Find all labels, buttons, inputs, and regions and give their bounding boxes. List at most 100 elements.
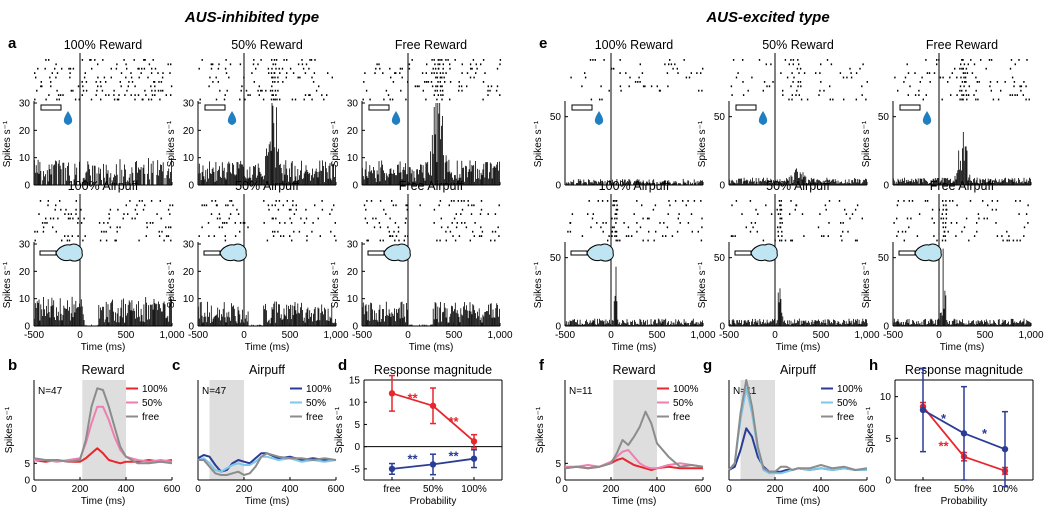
raster-dot (144, 204, 146, 207)
histogram-bar (451, 172, 452, 185)
histogram-bar (697, 324, 699, 326)
raster-dot (735, 76, 738, 79)
raster-dot (642, 217, 644, 220)
raster-dot (494, 239, 496, 242)
raster-dot (288, 208, 291, 211)
raster-dot (138, 239, 140, 242)
histogram-bar (455, 178, 457, 185)
raster-dot (418, 85, 420, 88)
histogram-bar (254, 166, 255, 185)
histogram-bar (51, 297, 53, 326)
histogram-bar (675, 181, 677, 185)
raster-dot (914, 72, 916, 74)
raster-dot (611, 226, 614, 229)
histogram-bar (764, 180, 766, 185)
histogram-bar (959, 320, 960, 326)
histogram-bar (997, 182, 998, 185)
histogram-bar (431, 324, 433, 326)
raster-dot (81, 59, 84, 61)
histogram-bar (161, 171, 163, 185)
histogram-bar (253, 166, 254, 185)
chart-title: Response magnitude (905, 363, 1023, 377)
raster-dot (659, 89, 661, 92)
raster-dot (652, 208, 655, 211)
raster-dot (77, 235, 79, 237)
raster-dot (279, 98, 281, 101)
histogram-bar (863, 321, 865, 326)
histogram-bar (623, 320, 624, 326)
histogram-bar (220, 320, 221, 326)
histogram-bar (498, 170, 499, 185)
histogram-bar (1011, 318, 1013, 326)
histogram-bar (36, 172, 38, 185)
histogram-bar (990, 324, 992, 326)
histogram-bar (170, 296, 171, 326)
histogram-bar (322, 311, 323, 326)
raster-dot (442, 94, 444, 96)
x-tick-label: 600 (164, 484, 181, 495)
raster-dot (151, 94, 154, 96)
histogram-bar (1019, 321, 1020, 326)
raster-dot (800, 98, 803, 101)
histogram-bar (99, 173, 101, 185)
raster-dot (461, 72, 463, 74)
histogram-bar (1018, 178, 1019, 185)
series-line-free (564, 410, 704, 470)
raster-dot (98, 222, 101, 224)
raster-dot (797, 59, 799, 61)
panel-letter: d (338, 357, 347, 374)
histogram-bar (161, 311, 162, 326)
x-tick-label: -500 (24, 330, 44, 341)
histogram-bar (755, 321, 757, 326)
raster-dot (916, 235, 919, 237)
raster-dot (158, 230, 160, 233)
raster-dot (115, 67, 118, 70)
y-tick-label: 0 (883, 322, 889, 333)
histogram-bar (328, 165, 330, 185)
histogram-bar (591, 321, 593, 326)
histogram-bar (953, 318, 955, 326)
histogram-bar (977, 320, 979, 326)
histogram-bar (129, 302, 131, 326)
raster-dot (779, 204, 781, 207)
histogram-bar (685, 321, 687, 326)
histogram-bar (293, 181, 295, 185)
raster-dot (461, 208, 464, 211)
raster-dot (973, 94, 975, 96)
raster-dot (777, 230, 779, 233)
histogram-bar (290, 162, 292, 185)
raster-dot (142, 98, 144, 101)
raster-dot (842, 222, 844, 224)
histogram-bar (210, 174, 212, 185)
raster-dot (414, 85, 417, 88)
histogram-bar (894, 183, 896, 185)
raster-dot (962, 72, 965, 74)
histogram-bar (967, 324, 969, 326)
histogram-bar (753, 322, 755, 326)
raster-dot (942, 208, 944, 211)
histogram-bar (823, 183, 825, 185)
histogram-bar (766, 319, 768, 326)
histogram-bar (399, 318, 401, 326)
raster-dot (271, 59, 273, 61)
histogram-bar (935, 178, 937, 185)
raster-dot (914, 94, 917, 96)
raster-dot (226, 222, 228, 224)
histogram-bar (204, 179, 206, 185)
histogram-bar (839, 324, 841, 326)
raster-dot (996, 200, 999, 202)
raster-dot (136, 204, 138, 207)
histogram-bar (58, 160, 60, 185)
histogram-bar (449, 316, 451, 326)
histogram-bar (97, 324, 99, 326)
raster-dot (406, 204, 408, 207)
histogram-bar (112, 181, 113, 185)
raster-dot (968, 85, 970, 88)
histogram-bar (402, 317, 404, 326)
histogram-bar (259, 324, 261, 326)
raster-dot (382, 72, 384, 74)
histogram-bar (203, 176, 205, 185)
raster-dot (116, 226, 118, 229)
histogram-bar (784, 320, 785, 326)
